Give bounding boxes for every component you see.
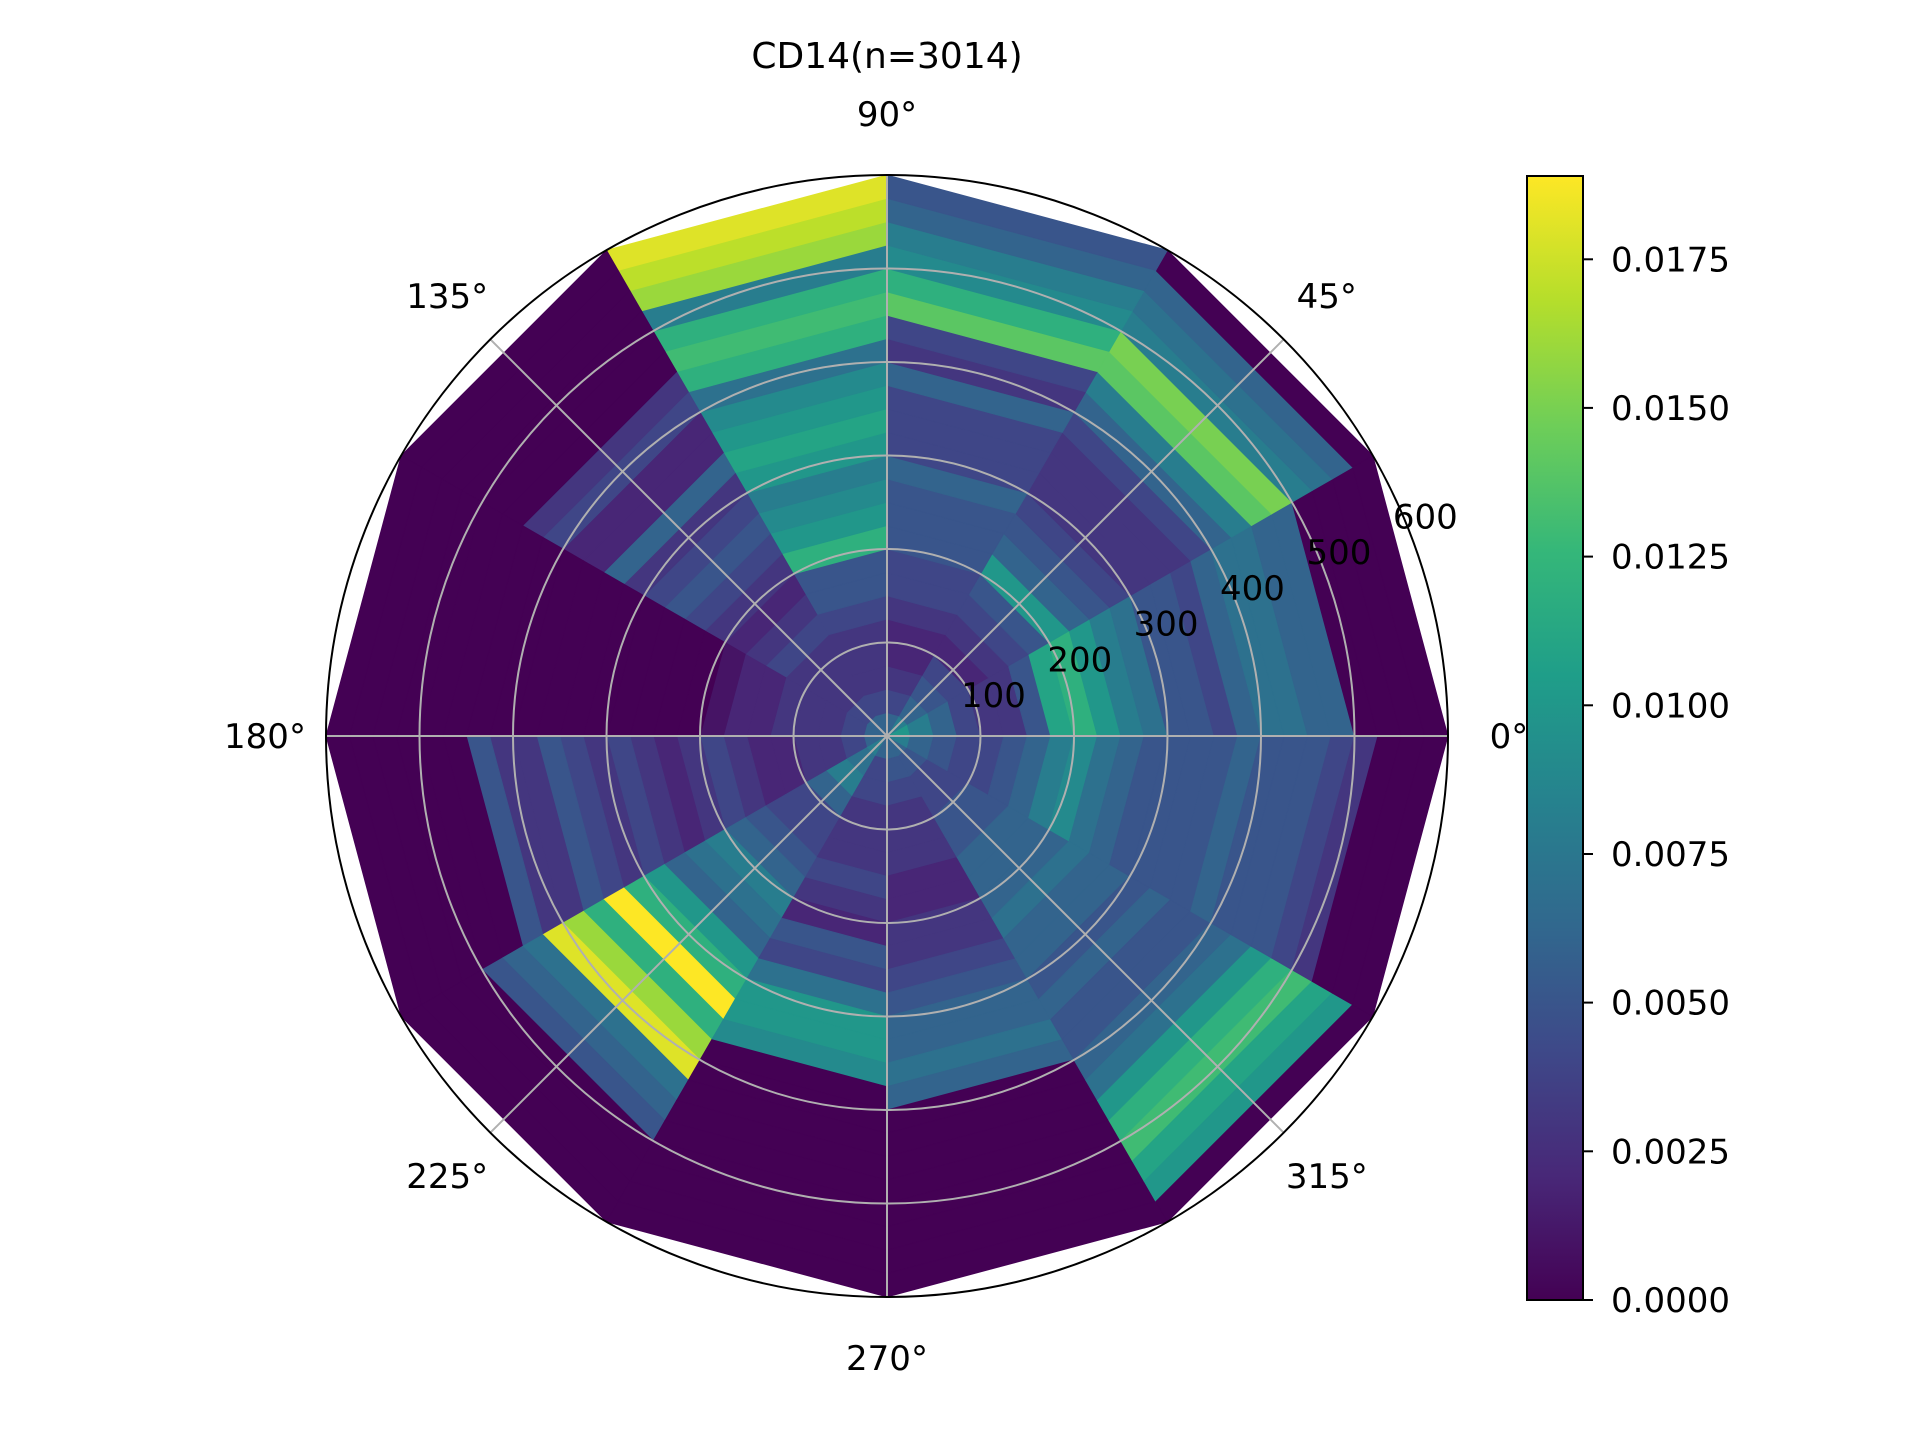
colorbar-gradient: [1526, 175, 1584, 1301]
theta-tick-label: 135°: [406, 277, 488, 317]
theta-tick-label: 45°: [1297, 277, 1357, 317]
polar-frame: [325, 174, 1449, 1298]
r-tick-label: 600: [1393, 497, 1458, 537]
theta-tick-label: 90°: [857, 95, 917, 135]
theta-tick-label: 225°: [406, 1157, 488, 1197]
polar-grid: [326, 175, 1448, 1297]
r-tick-label: 300: [1134, 605, 1199, 645]
theta-gridline: [886, 735, 1285, 1134]
colorbar-tick-label: 0.0150: [1611, 389, 1730, 429]
theta-tick-label: 315°: [1286, 1157, 1368, 1197]
theta-tick-labels: 0° 45° 90° 135° 180° 225° 270° 315°: [224, 95, 1528, 1379]
colorbar-tick-label: 0.0125: [1611, 538, 1730, 578]
theta-gridline: [489, 338, 888, 737]
theta-gridline: [489, 735, 888, 1134]
colorbar: 0.0000 0.0025 0.0050 0.0075 0.0100 0.0125 0.01…: [1526, 175, 1730, 1321]
colorbar-tick-label: 0.0025: [1611, 1132, 1730, 1172]
polar-cells: [325, 174, 1449, 1298]
colorbar-tick-label: 0.0050: [1611, 984, 1730, 1024]
r-tick-label: 200: [1047, 640, 1112, 680]
colorbar-tick-label: 0.0175: [1611, 240, 1730, 280]
theta-tick-label: 0°: [1490, 717, 1529, 757]
theta-tick-label: 270°: [846, 1339, 928, 1379]
r-tick-labels: 100 200 300 400 500 600: [961, 497, 1458, 716]
theta-tick-label: 180°: [224, 717, 306, 757]
r-tick-label: 500: [1306, 533, 1371, 573]
colorbar-tick-label: 0.0000: [1611, 1281, 1730, 1321]
theta-gridline: [886, 338, 1285, 737]
colorbar-tick-label: 0.0075: [1611, 835, 1730, 875]
colorbar-tick-label: 0.0100: [1611, 686, 1730, 726]
r-tick-label: 100: [961, 676, 1026, 716]
r-tick-label: 400: [1220, 569, 1285, 609]
chart-title: CD14(n=3014): [751, 36, 1022, 77]
